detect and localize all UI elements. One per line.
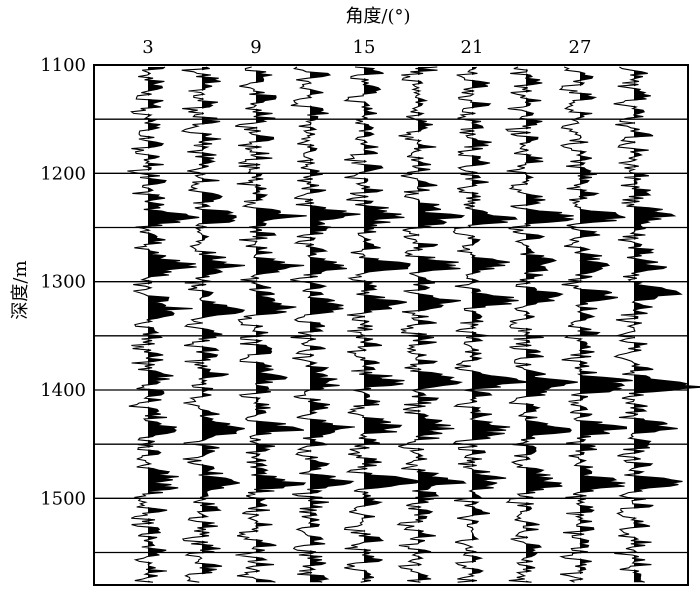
trace-fill <box>202 67 245 583</box>
trace-fill <box>364 67 422 583</box>
trace-27 <box>558 66 633 583</box>
y-tick-labels: 1100 1200 1300 1400 1500 <box>40 55 86 509</box>
x-tick-label-9: 9 <box>250 37 261 58</box>
trace-15 <box>343 66 422 583</box>
trace-wiggle <box>396 66 467 583</box>
trace-24 <box>504 66 578 583</box>
plot-frame <box>93 64 689 586</box>
x-tick-labels: 3 9 15 21 27 <box>142 37 591 58</box>
trace-fill <box>418 67 466 583</box>
trace-fill <box>148 67 200 583</box>
depth-gridlines <box>94 118 688 554</box>
x-tick-label-21: 21 <box>461 37 484 58</box>
y-tick-label-1300: 1300 <box>40 272 86 293</box>
trace-18 <box>396 66 467 583</box>
trace-12 <box>290 66 361 583</box>
y-tick-label-1200: 1200 <box>40 163 86 184</box>
trace-3 <box>127 66 200 583</box>
trace-wiggle <box>290 66 361 583</box>
x-axis-title: 角度/(°) <box>345 6 410 27</box>
trace-wiggle <box>452 66 529 583</box>
x-tick-label-3: 3 <box>142 37 153 58</box>
trace-wiggle <box>558 66 633 583</box>
y-tick-label-1100: 1100 <box>40 55 86 76</box>
trace-6 <box>180 66 246 583</box>
trace-wiggle <box>127 66 200 583</box>
y-tick-label-1500: 1500 <box>40 488 86 509</box>
trace-wiggle <box>613 66 700 583</box>
x-tick-label-27: 27 <box>569 37 592 58</box>
trace-wiggle <box>504 66 578 583</box>
trace-wiggle <box>235 66 307 583</box>
y-axis-title: 深度/m <box>10 260 31 319</box>
trace-fill <box>310 67 361 583</box>
x-tick-label-15: 15 <box>353 37 376 58</box>
trace-30 <box>613 66 700 583</box>
trace-group <box>127 66 700 583</box>
y-tick-label-1400: 1400 <box>40 380 86 401</box>
trace-9 <box>235 66 307 583</box>
trace-wiggle <box>343 66 422 583</box>
trace-21 <box>452 66 529 583</box>
trace-wiggle <box>180 66 246 583</box>
